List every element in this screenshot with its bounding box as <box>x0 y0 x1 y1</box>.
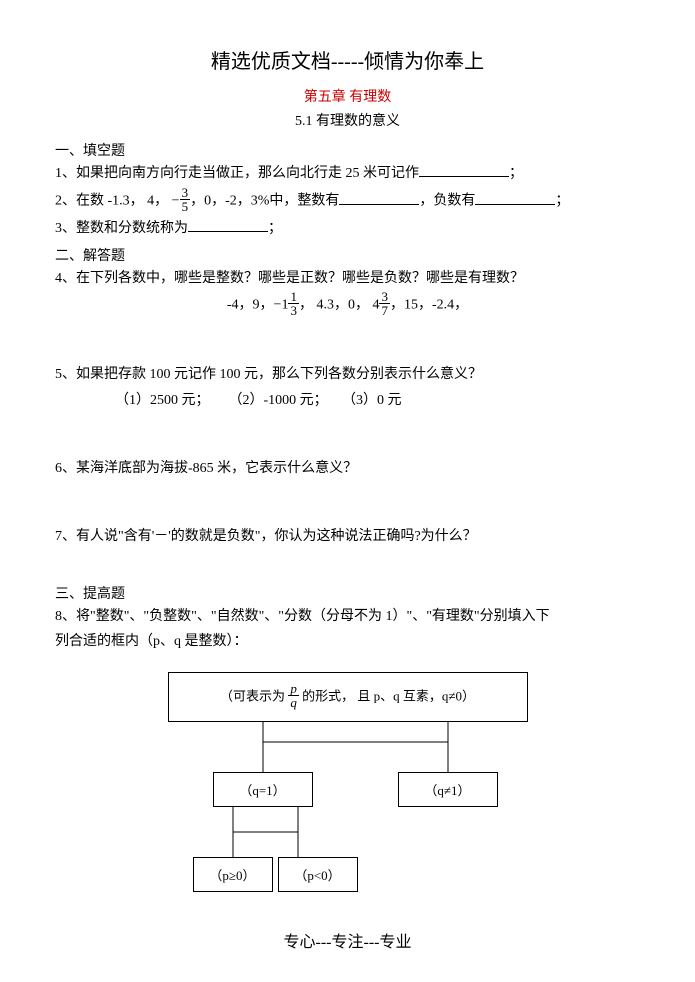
diagram-bl-label: （p≥0） <box>209 865 255 884</box>
fraction-1-3: 1 3 <box>288 290 299 317</box>
q2-d: ； <box>555 194 569 209</box>
fraction-3-5: 3 5 <box>180 186 191 213</box>
section-heading-3: 三、提高题 <box>55 583 640 603</box>
diagram-left-label: （q=1） <box>239 780 285 799</box>
question-2: 2、在数 -1.3， 4， − 3 5 ，0，-2，3%中，整数有 ，负数有 ； <box>55 188 640 215</box>
q5-item-3: （3）0 元 <box>342 389 452 413</box>
frac-den: 7 <box>379 303 390 317</box>
diagram-box-pge0: （p≥0） <box>193 857 273 892</box>
blank <box>188 218 268 232</box>
q3-b: ； <box>268 221 282 236</box>
diagram-br-label: （p<0） <box>294 865 340 884</box>
frac-num: 1 <box>288 290 299 303</box>
section-heading-1: 一、填空题 <box>55 140 640 160</box>
diagram-box-plt0: （p<0） <box>278 857 358 892</box>
q5-item-1: （1）2500 元； <box>115 389 225 413</box>
question-8b: 列合适的框内（p、q 是整数）： <box>55 630 640 654</box>
diagram-box-top: （可表示为 p q 的形式， 且 p、q 互素，q≠0） <box>168 672 528 722</box>
document-page: 精选优质文档-----倾情为你奉上 第五章 有理数 5.1 有理数的意义 一、填… <box>0 0 695 982</box>
question-8a: 8、将"整数"、"负整数"、"自然数"、"分数（分母不为 1）"、"有理数"分别… <box>55 605 640 629</box>
page-footer: 专心---专注---专业 <box>0 928 695 952</box>
frac-num: 3 <box>379 290 390 303</box>
section-heading-2: 二、解答题 <box>55 245 640 265</box>
fraction-p-q: p q <box>288 682 299 709</box>
diagram-box-qne1: （q≠1） <box>398 772 498 807</box>
frac-den: 5 <box>180 199 191 213</box>
q4-list-c: ，15，-2.4， <box>390 298 468 313</box>
q5-item-2: （2）-1000 元； <box>229 389 339 413</box>
blank <box>419 163 509 177</box>
q1-suffix: ； <box>509 166 523 181</box>
q2-c: ，负数有 <box>419 194 475 209</box>
frac-num: p <box>288 682 299 695</box>
blank <box>339 190 419 204</box>
fraction-3-7: 3 7 <box>379 290 390 317</box>
diagram-right-label: （q≠1） <box>424 780 470 799</box>
question-1: 1、如果把向南方向行走当做正，那么向北行走 25 米可记作 ； <box>55 162 640 186</box>
question-4: 4、在下列各数中，哪些是整数？哪些是正数？哪些是负数？哪些是有理数？ <box>55 267 640 291</box>
section-subtitle: 5.1 有理数的意义 <box>55 110 640 130</box>
q4-list-a: -4，9， <box>227 298 274 313</box>
frac-den: q <box>288 695 299 709</box>
blank <box>475 190 555 204</box>
question-3: 3、整数和分数统称为 ； <box>55 217 640 241</box>
q3-a: 3、整数和分数统称为 <box>55 221 188 236</box>
question-4-list: -4，9，−1 1 3 ， 4.3，0， 4 3 7 ，15，-2.4， <box>55 292 640 319</box>
question-7: 7、有人说"含有'－'的数就是负数"，你认为这种说法正确吗?为什么？ <box>55 525 640 549</box>
q1-text: 1、如果把向南方向行走当做正，那么向北行走 25 米可记作 <box>55 166 419 181</box>
q4-m1-pre: −1 <box>274 298 289 313</box>
question-5-items: （1）2500 元； （2）-1000 元； （3）0 元 <box>55 389 640 413</box>
question-5: 5、如果把存款 100 元记作 100 元，那么下列各数分别表示什么意义？ <box>55 363 640 387</box>
diagram-top-b: 的形式， 且 p、q 互素，q≠0） <box>302 688 475 703</box>
q4-list-b: ， 4.3，0， <box>299 298 373 313</box>
q2-neg: − <box>172 194 180 209</box>
page-header: 精选优质文档-----倾情为你奉上 <box>55 45 640 74</box>
q2-a: 2、在数 -1.3， 4， <box>55 194 168 209</box>
frac-num: 3 <box>180 186 191 199</box>
q2-b: ，0，-2，3%中，整数有 <box>190 194 339 209</box>
q4-m2-pre: 4 <box>372 298 379 313</box>
diagram-top-a: （可表示为 <box>220 688 285 703</box>
question-6: 6、某海洋底部为海拔-865 米，它表示什么意义？ <box>55 457 640 481</box>
frac-den: 3 <box>288 303 299 317</box>
diagram-box-q1: （q=1） <box>213 772 313 807</box>
classification-diagram: （可表示为 p q 的形式， 且 p、q 互素，q≠0） （q=1） （q≠1）… <box>128 672 568 917</box>
chapter-title: 第五章 有理数 <box>55 86 640 106</box>
